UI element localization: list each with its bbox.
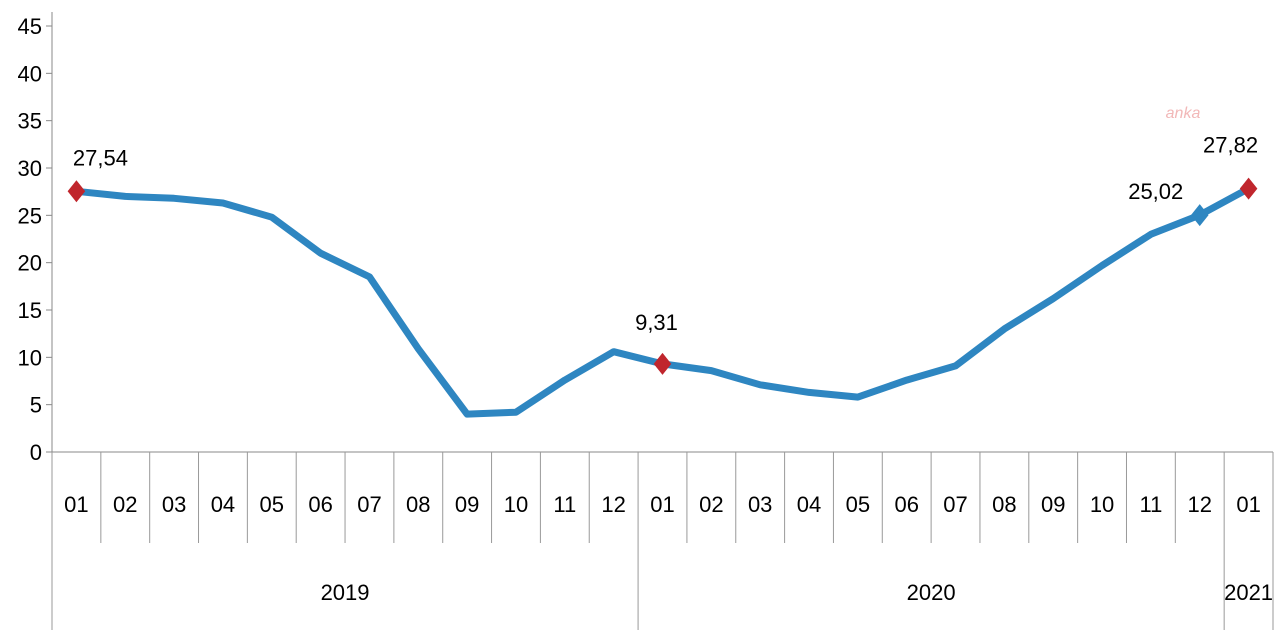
x-tick-label: 07 — [357, 492, 381, 517]
data-label: 9,31 — [635, 310, 678, 335]
x-tick-label: 01 — [650, 492, 674, 517]
y-tick-label: 15 — [18, 298, 42, 323]
x-tick-label: 09 — [455, 492, 479, 517]
marker-diamond — [67, 180, 86, 203]
x-tick-label: 01 — [1236, 492, 1260, 517]
x-tick-label: 11 — [553, 492, 576, 517]
data-label: 27,54 — [73, 145, 128, 170]
y-tick-label: 5 — [30, 393, 42, 418]
x-tick-label: 10 — [504, 492, 528, 517]
y-tick-label: 0 — [30, 440, 42, 465]
series-line — [72, 185, 1253, 418]
y-axis: 0 5 10 15 20 25 30 35 40 45 — [18, 12, 53, 465]
marker-diamond — [653, 352, 672, 375]
data-label: 27,82 — [1203, 133, 1258, 158]
y-tick-label: 45 — [18, 14, 42, 39]
watermark: anka — [1166, 105, 1201, 122]
x-axis: 01 02 03 04 05 06 07 08 09 10 11 12 01 02 03 04 05 06 07 08… — [51, 451, 1274, 630]
x-year-label: 2021 — [1224, 580, 1273, 605]
x-tick-label: 04 — [797, 492, 821, 517]
x-tick-label: 08 — [406, 492, 430, 517]
x-tick-label: 09 — [1041, 492, 1065, 517]
x-tick-label: 05 — [260, 492, 284, 517]
y-tick-label: 35 — [18, 109, 42, 134]
x-tick-label: 04 — [211, 492, 235, 517]
x-year-label: 2019 — [321, 580, 370, 605]
x-tick-label: 06 — [894, 492, 918, 517]
x-tick-label: 06 — [308, 492, 332, 517]
x-tick-label: 07 — [943, 492, 967, 517]
x-year-label: 2020 — [907, 580, 956, 605]
x-tick-label: 03 — [162, 492, 186, 517]
y-tick-label: 20 — [18, 251, 42, 276]
marker-layer — [67, 177, 1258, 375]
x-tick-label: 05 — [846, 492, 870, 517]
x-tick-label: 02 — [113, 492, 137, 517]
x-tick-label: 02 — [699, 492, 723, 517]
y-tick-label: 25 — [18, 203, 42, 228]
y-tick-label: 30 — [18, 156, 42, 181]
x-tick-label: 10 — [1090, 492, 1114, 517]
x-tick-label: 03 — [748, 492, 772, 517]
data-label: 25,02 — [1128, 179, 1183, 204]
series-layer — [72, 185, 1253, 418]
data-label-layer: 27,54 9,31 25,02 27,82 — [73, 133, 1258, 335]
x-tick-label: 12 — [1187, 492, 1211, 517]
marker-diamond — [1239, 177, 1258, 200]
y-tick-label: 10 — [18, 345, 42, 370]
marker-diamond — [1190, 204, 1209, 227]
x-tick-label: 12 — [601, 492, 625, 517]
x-tick-label: 08 — [992, 492, 1016, 517]
x-tick-label: 01 — [64, 492, 88, 517]
x-tick-label: 11 — [1139, 492, 1162, 517]
y-tick-label: 40 — [18, 61, 42, 86]
